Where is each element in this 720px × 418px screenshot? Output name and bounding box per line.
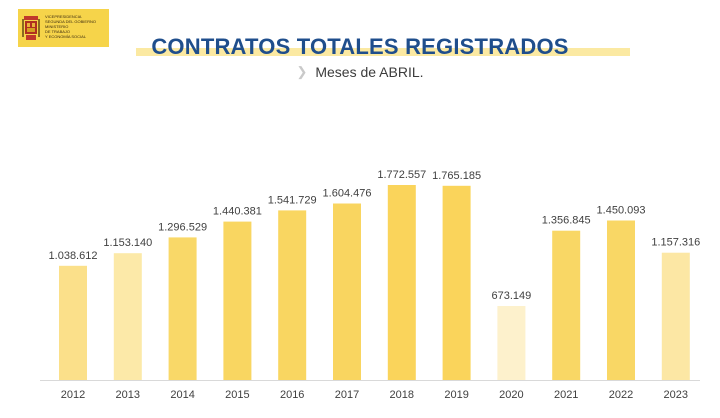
ministry-name: Vicepresidencia Segunda del Gobierno Min… bbox=[45, 14, 107, 39]
x-tick-label-2022: 2022 bbox=[609, 389, 633, 401]
x-tick-label-2015: 2015 bbox=[225, 389, 249, 401]
x-tick-label-2013: 2013 bbox=[116, 389, 140, 401]
logo-line: Vicepresidencia bbox=[45, 14, 82, 19]
x-tick-label-2023: 2023 bbox=[664, 389, 688, 401]
bar-2016 bbox=[278, 210, 307, 380]
bar-2012 bbox=[59, 265, 87, 380]
bar-2014 bbox=[168, 237, 197, 380]
data-label-2020: 673.149 bbox=[492, 290, 532, 302]
data-label-2018: 1.772.557 bbox=[377, 169, 426, 181]
bar-2018 bbox=[387, 185, 416, 380]
data-label-2019: 1.765.185 bbox=[432, 170, 481, 182]
logo-line: y Economía Social bbox=[45, 34, 87, 39]
government-logo: Vicepresidencia Segunda del Gobierno Min… bbox=[18, 9, 109, 47]
x-tick-label-2021: 2021 bbox=[554, 389, 578, 401]
subtitle-row: ❯ Meses de ABRIL. bbox=[0, 64, 720, 80]
x-tick-label-2014: 2014 bbox=[170, 389, 194, 401]
data-label-2017: 1.604.476 bbox=[323, 188, 372, 200]
bar-2017 bbox=[333, 203, 361, 380]
data-label-2014: 1.296.529 bbox=[158, 221, 207, 233]
data-label-2022: 1.450.093 bbox=[597, 205, 646, 217]
data-label-2021: 1.356.845 bbox=[542, 215, 591, 227]
bar-2023 bbox=[661, 252, 690, 380]
title-highlight-band bbox=[136, 48, 630, 56]
logo-line: Ministerio bbox=[45, 24, 69, 29]
data-label-2013: 1.153.140 bbox=[103, 237, 152, 249]
data-label-2012: 1.038.612 bbox=[49, 250, 98, 262]
coat-of-arms-icon bbox=[22, 16, 40, 40]
chart-subtitle: Meses de ABRIL. bbox=[315, 64, 424, 80]
x-tick-label-2020: 2020 bbox=[499, 389, 523, 401]
x-tick-label-2018: 2018 bbox=[390, 389, 414, 401]
logo-line: de Trabajo bbox=[45, 29, 71, 34]
bar-2013 bbox=[113, 253, 142, 380]
bar-2022 bbox=[607, 220, 635, 380]
data-label-2023: 1.157.316 bbox=[651, 237, 700, 249]
chart-title: CONTRATOS TOTALES REGISTRADOS bbox=[151, 34, 569, 59]
x-tick-label-2016: 2016 bbox=[280, 389, 304, 401]
x-tick-label-2017: 2017 bbox=[335, 389, 359, 401]
x-tick-label-2012: 2012 bbox=[61, 389, 85, 401]
logo-line: Segunda del Gobierno bbox=[45, 19, 96, 24]
chevron-right-icon: ❯ bbox=[296, 64, 308, 79]
x-tick-label-2019: 2019 bbox=[444, 389, 468, 401]
data-label-2015: 1.440.381 bbox=[213, 206, 262, 218]
bar-2015 bbox=[223, 221, 252, 380]
bar-2020 bbox=[497, 306, 526, 380]
bar-2019 bbox=[442, 185, 471, 380]
bar-2021 bbox=[552, 230, 581, 380]
data-label-2016: 1.541.729 bbox=[268, 194, 317, 206]
